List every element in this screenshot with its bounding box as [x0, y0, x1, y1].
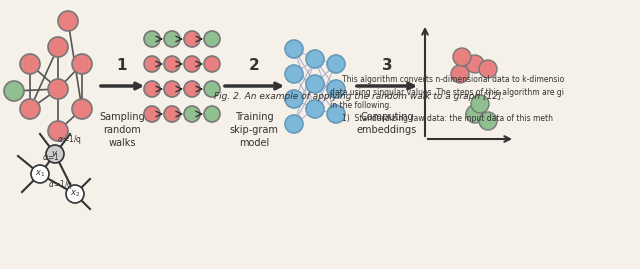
Circle shape — [285, 115, 303, 133]
Text: Training
skip-gram
model: Training skip-gram model — [230, 112, 278, 148]
Circle shape — [306, 100, 324, 118]
Circle shape — [466, 105, 484, 123]
Text: Computing
embeddings: Computing embeddings — [357, 112, 417, 135]
Circle shape — [285, 40, 303, 58]
Text: Sampling
random
walks: Sampling random walks — [99, 112, 145, 148]
Circle shape — [164, 31, 180, 47]
Text: $x_2$: $x_2$ — [70, 189, 80, 199]
Circle shape — [4, 81, 24, 101]
Circle shape — [327, 105, 345, 123]
Circle shape — [72, 54, 92, 74]
Circle shape — [184, 56, 200, 72]
Circle shape — [164, 81, 180, 97]
Circle shape — [204, 31, 220, 47]
Circle shape — [66, 185, 84, 203]
Circle shape — [31, 165, 49, 183]
Text: $\alpha$=1/q: $\alpha$=1/q — [57, 133, 82, 146]
Circle shape — [72, 99, 92, 119]
Circle shape — [48, 37, 68, 57]
Circle shape — [471, 95, 489, 113]
Circle shape — [184, 31, 200, 47]
Circle shape — [164, 56, 180, 72]
Circle shape — [204, 106, 220, 122]
Text: This algorithm converts n-dimensional data to k-dimensio: This algorithm converts n-dimensional da… — [342, 75, 564, 84]
Circle shape — [327, 55, 345, 73]
Text: 1: 1 — [116, 58, 127, 73]
Circle shape — [20, 54, 40, 74]
Text: 1)  Standardizing raw data: the input data of this meth: 1) Standardizing raw data: the input dat… — [342, 114, 553, 123]
Text: 2: 2 — [248, 58, 259, 73]
Circle shape — [306, 50, 324, 68]
Circle shape — [306, 75, 324, 93]
Circle shape — [479, 112, 497, 130]
Circle shape — [20, 99, 40, 119]
Circle shape — [58, 11, 78, 31]
Circle shape — [144, 81, 160, 97]
Circle shape — [144, 31, 160, 47]
Circle shape — [453, 48, 471, 66]
Text: 3: 3 — [381, 58, 392, 73]
Circle shape — [144, 56, 160, 72]
Circle shape — [327, 80, 345, 98]
Text: data using singular values. The steps of this algorithm are gi: data using singular values. The steps of… — [330, 88, 564, 97]
Circle shape — [46, 145, 64, 163]
Circle shape — [466, 55, 484, 73]
Text: in the following.: in the following. — [330, 101, 392, 110]
Circle shape — [204, 56, 220, 72]
Text: $\alpha$=1: $\alpha$=1 — [42, 151, 60, 162]
Text: $\alpha$=1/q: $\alpha$=1/q — [48, 178, 73, 191]
Circle shape — [204, 81, 220, 97]
Circle shape — [184, 81, 200, 97]
Text: $x_1$: $x_1$ — [35, 169, 45, 179]
Circle shape — [184, 106, 200, 122]
Circle shape — [479, 60, 497, 78]
Circle shape — [144, 106, 160, 122]
Circle shape — [164, 106, 180, 122]
Circle shape — [285, 65, 303, 83]
Circle shape — [48, 121, 68, 141]
Text: $v$: $v$ — [51, 150, 58, 158]
Text: Fig. 2. An example of applying the random walk to a graph [12].: Fig. 2. An example of applying the rando… — [214, 92, 504, 101]
Circle shape — [48, 79, 68, 99]
Circle shape — [285, 90, 303, 108]
Circle shape — [451, 65, 469, 83]
